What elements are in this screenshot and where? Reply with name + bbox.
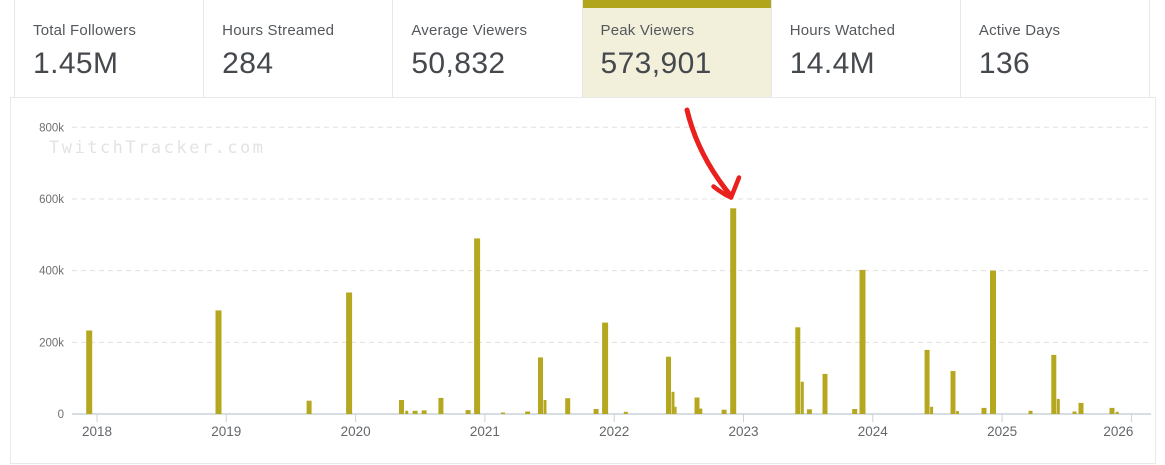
bar[interactable]: [465, 410, 471, 414]
bar[interactable]: [525, 411, 531, 415]
bar[interactable]: [924, 349, 930, 414]
bar[interactable]: [800, 381, 804, 414]
stat-card-hours-streamed[interactable]: Hours Streamed 284: [204, 0, 394, 97]
bar[interactable]: [1028, 410, 1033, 414]
bar[interactable]: [565, 398, 571, 414]
stat-value: 136: [978, 47, 1031, 80]
bar[interactable]: [981, 407, 987, 414]
selected-tab-accent-bar: [582, 0, 771, 8]
bar[interactable]: [694, 397, 700, 415]
stat-label: Hours Streamed: [222, 22, 335, 39]
watermark: TwitchTracker.com: [49, 138, 266, 158]
bar[interactable]: [822, 373, 828, 414]
stat-value: 284: [222, 47, 274, 80]
bar[interactable]: [405, 410, 409, 414]
stat-value: 14.4M: [789, 47, 876, 80]
bar[interactable]: [674, 406, 677, 414]
x-axis-label: 2024: [858, 424, 889, 439]
chart-panel: [10, 97, 1156, 464]
annotation-arrow: [684, 107, 734, 199]
bar[interactable]: [950, 371, 956, 414]
x-axis-label: 2023: [728, 424, 758, 439]
bar[interactable]: [1109, 407, 1115, 414]
stat-card-active-days[interactable]: Active Days 136: [960, 0, 1151, 97]
bar[interactable]: [859, 269, 866, 414]
bar[interactable]: [930, 406, 934, 414]
bar[interactable]: [593, 409, 599, 414]
stat-value: 1.45M: [33, 47, 119, 80]
y-axis-label: 200k: [39, 337, 64, 349]
bar[interactable]: [346, 292, 353, 415]
bar[interactable]: [956, 411, 959, 414]
bar[interactable]: [721, 409, 727, 414]
y-axis-label: 600k: [39, 194, 64, 206]
bar[interactable]: [421, 410, 427, 414]
stat-label: Peak Viewers: [600, 22, 695, 39]
stat-label: Total Followers: [33, 22, 137, 39]
bar[interactable]: [412, 410, 418, 414]
bar[interactable]: [1115, 411, 1119, 414]
bar[interactable]: [730, 208, 737, 414]
bar[interactable]: [399, 400, 404, 414]
stat-card-total-followers[interactable]: Total Followers 1.45M: [14, 0, 205, 97]
y-axis-label: 400k: [39, 266, 64, 278]
bar[interactable]: [501, 412, 505, 415]
y-axis-label: 800k: [39, 122, 64, 134]
x-axis-label: 2018: [82, 424, 112, 439]
bar[interactable]: [1072, 411, 1077, 415]
x-axis-label: 2020: [341, 424, 371, 439]
bar[interactable]: [602, 322, 609, 414]
bar[interactable]: [438, 397, 444, 414]
bar[interactable]: [1078, 402, 1084, 414]
x-axis-label: 2025: [987, 424, 1017, 439]
stat-label: Average Viewers: [411, 22, 528, 39]
x-axis-label: 2022: [599, 424, 629, 439]
stat-label: Hours Watched: [789, 22, 896, 39]
bar[interactable]: [623, 411, 628, 414]
stat-value: 50,832: [411, 47, 506, 80]
bar[interactable]: [215, 310, 222, 414]
bar[interactable]: [474, 238, 481, 414]
bar[interactable]: [806, 409, 812, 414]
stat-card-peak-viewers[interactable]: Peak Viewers 573,901: [582, 0, 772, 97]
bar[interactable]: [699, 408, 703, 414]
stat-card-average-viewers[interactable]: Average Viewers 50,832: [393, 0, 583, 97]
bar[interactable]: [306, 400, 312, 414]
bar[interactable]: [852, 409, 858, 414]
bar[interactable]: [538, 357, 543, 414]
x-axis-label: 2026: [1103, 424, 1133, 439]
bar[interactable]: [671, 391, 675, 414]
stat-card-hours-watched[interactable]: Hours Watched 14.4M: [771, 0, 961, 97]
stat-value: 573,901: [600, 47, 712, 80]
annotation-arrow: [728, 175, 742, 200]
x-axis-label: 2021: [470, 424, 500, 439]
bar[interactable]: [1056, 398, 1060, 414]
bar[interactable]: [1051, 354, 1057, 414]
bar[interactable]: [86, 330, 93, 415]
stat-label: Active Days: [978, 22, 1061, 39]
x-axis-label: 2019: [211, 424, 241, 439]
y-axis-label: 0: [58, 409, 64, 421]
stats-row: Total Followers 1.45M Hours Streamed 284…: [14, 0, 1151, 97]
bar[interactable]: [990, 270, 996, 414]
bar[interactable]: [666, 356, 671, 414]
bar[interactable]: [795, 327, 801, 414]
bar[interactable]: [543, 400, 547, 414]
